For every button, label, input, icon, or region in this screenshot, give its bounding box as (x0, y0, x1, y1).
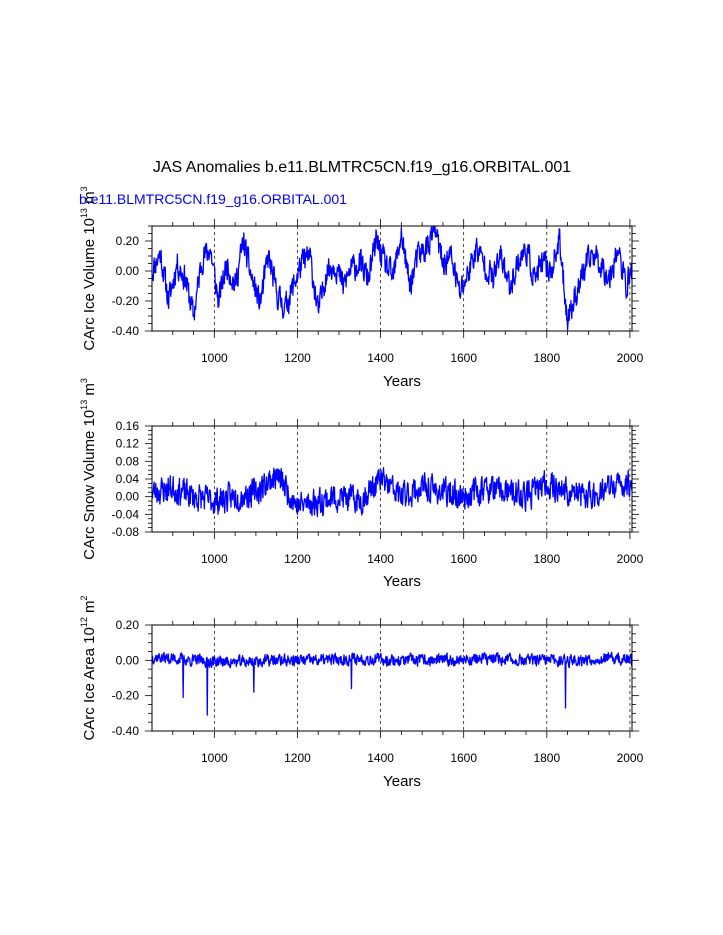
y-axis-title: CArc Snow Volume 1013 m3 (79, 378, 98, 560)
x-tick-label: 1800 (533, 552, 560, 566)
y-axis-title: CArc Ice Area 1012 m2 (79, 595, 98, 740)
x-axis-title: Years (383, 373, 421, 390)
y-tick-label: -0.08 (112, 525, 140, 539)
y-tick-label: 0.08 (116, 454, 140, 468)
x-tick-label: 1000 (201, 751, 228, 765)
panel-ice-area: -0.40 -0.20 0.00 0.20 1000 1200 1400 1600 1800 20… (79, 595, 644, 790)
y-axis-title-unit-exponent: 3 (79, 186, 89, 191)
x-axis-title: Years (383, 773, 421, 790)
x-tick-label: 1600 (450, 351, 477, 365)
x-tick-label: 1000 (201, 351, 228, 365)
x-tick-label: 1400 (367, 552, 394, 566)
y-axis-title: CArc Ice Volume 1013 m3 (79, 186, 98, 350)
x-axis-title: Years (383, 573, 421, 590)
y-tick-label: -0.04 (112, 507, 140, 521)
y-axis-title-text: CArc Ice Area 10 (81, 627, 98, 740)
y-tick-label: -0.20 (112, 294, 140, 308)
y-axis-title-unit-exponent: 3 (79, 378, 89, 383)
plot-frame (151, 624, 633, 732)
y-tick-label: 0.00 (116, 490, 140, 504)
y-axis-title-unit: m (81, 600, 98, 617)
y-tick-label: 0.00 (116, 653, 140, 667)
x-tick-label: 1200 (284, 751, 311, 765)
panel-snow-volume: -0.08 -0.04 0.00 0.04 0.08 0.12 0.16 1000 1200 14… (79, 378, 644, 590)
x-tick-label: 1400 (367, 351, 394, 365)
x-tick-label: 1800 (533, 351, 560, 365)
figure-title: JAS Anomalies b.e11.BLMTRC5CN.f19_g16.OR… (153, 159, 571, 176)
y-axis-title-text: CArc Ice Volume 10 (81, 218, 98, 351)
x-tick-label: 2000 (617, 351, 644, 365)
y-tick-label: 0.16 (116, 419, 140, 433)
y-axis-title-unit: m (81, 191, 98, 208)
series-subtitle: b.e11.BLMTRC5CN.f19_g16.ORBITAL.001 (79, 191, 347, 207)
y-axis-title-exponent: 13 (79, 400, 89, 410)
y-axis-title-unit: m (81, 383, 98, 400)
x-tick-label: 2000 (617, 751, 644, 765)
x-tick-label: 1400 (367, 751, 394, 765)
x-tick-label: 1600 (450, 751, 477, 765)
y-tick-label: 0.12 (116, 437, 140, 451)
x-tick-label: 2000 (617, 552, 644, 566)
y-axis-title-exponent: 12 (79, 617, 89, 627)
y-tick-label: 0.00 (116, 264, 140, 278)
y-tick-label: -0.40 (112, 724, 140, 738)
series-line (151, 225, 633, 331)
x-tick-label: 1600 (450, 552, 477, 566)
y-tick-label: 0.04 (116, 472, 140, 486)
panel-ice-volume: -0.40 -0.20 0.00 0.20 1000 1200 1400 1600 1800 20… (79, 186, 644, 390)
y-axis-title-exponent: 13 (79, 208, 89, 218)
y-axis-title-text: CArc Snow Volume 10 (81, 410, 98, 560)
x-tick-label: 1000 (201, 552, 228, 566)
series-line (151, 466, 633, 518)
x-tick-label: 1800 (533, 751, 560, 765)
y-tick-label: -0.20 (112, 689, 140, 703)
x-tick-label: 1200 (284, 552, 311, 566)
y-tick-label: -0.40 (112, 324, 140, 338)
y-tick-label: 0.20 (116, 234, 140, 248)
x-tick-label: 1200 (284, 351, 311, 365)
y-tick-label: 0.20 (116, 618, 140, 632)
series-line (151, 651, 633, 716)
y-axis-title-unit-exponent: 2 (79, 595, 89, 600)
